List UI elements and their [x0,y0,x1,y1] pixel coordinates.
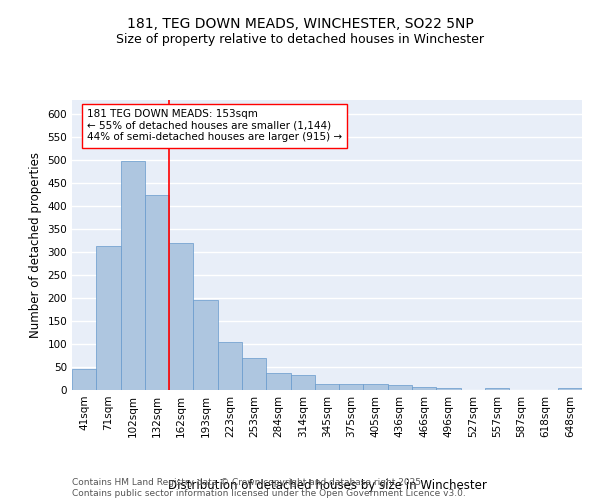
Bar [72,369,96,390]
Text: 181, TEG DOWN MEADS, WINCHESTER, SO22 5NP: 181, TEG DOWN MEADS, WINCHESTER, SO22 5N… [127,18,473,32]
Bar [436,388,461,390]
Bar [193,300,218,390]
X-axis label: Distribution of detached houses by size in Winchester: Distribution of detached houses by size … [167,478,487,492]
Bar [315,384,339,390]
Bar [96,246,121,390]
Bar [290,376,315,390]
Bar [388,386,412,390]
Y-axis label: Number of detached properties: Number of detached properties [29,152,42,338]
Bar [412,387,436,390]
Bar [121,161,145,390]
Text: 181 TEG DOWN MEADS: 153sqm
← 55% of detached houses are smaller (1,144)
44% of s: 181 TEG DOWN MEADS: 153sqm ← 55% of deta… [87,109,342,142]
Bar [485,388,509,390]
Bar [558,388,582,390]
Bar [339,384,364,390]
Text: Size of property relative to detached houses in Winchester: Size of property relative to detached ho… [116,32,484,46]
Bar [218,342,242,390]
Bar [364,384,388,390]
Bar [169,242,193,390]
Bar [266,372,290,390]
Bar [145,195,169,390]
Text: Contains HM Land Registry data © Crown copyright and database right 2025.
Contai: Contains HM Land Registry data © Crown c… [72,478,466,498]
Bar [242,358,266,390]
